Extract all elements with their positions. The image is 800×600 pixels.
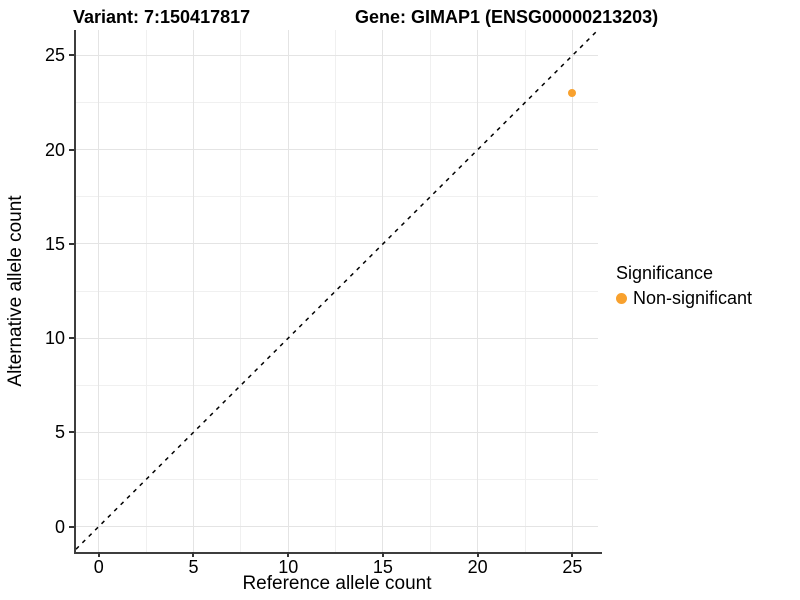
gridline-major-vertical [192,30,194,552]
y-tick-label: 25 [44,45,65,66]
y-tick-label: 15 [44,233,65,254]
gridline-major-horizontal [76,431,598,433]
gridline-major-vertical [571,30,573,552]
gridline-minor-horizontal [76,196,598,198]
gene-title: Gene: GIMAP1 (ENSG00000213203) [355,7,659,27]
y-tick-mark [69,525,74,528]
y-tick-label: 0 [54,516,65,537]
plot-panel [76,30,598,552]
gridline-major-horizontal [76,526,598,528]
x-tick-mark [287,552,290,557]
legend-item-label: Non-significant [633,288,753,308]
gridline-major-vertical [287,30,289,552]
x-tick-label: 10 [278,557,299,577]
identity-line [76,30,598,550]
gridline-major-horizontal [76,243,598,245]
x-tick-mark [192,552,195,557]
x-tick-label: 15 [372,557,393,577]
y-tick-mark [69,431,74,434]
y-tick-label: 20 [44,139,65,160]
y-tick-label: 10 [44,328,65,349]
legend-swatch-icon [616,292,627,304]
y-tick-label: 5 [54,422,65,443]
gridline-major-horizontal [76,337,598,339]
gridline-major-vertical [382,30,384,552]
legend: Significance Non-significant [616,262,752,309]
x-tick-label: 20 [467,557,488,577]
legend-item-non-significant: Non-significant [616,287,752,309]
y-tick-mark [69,242,74,245]
y-tick-mark [69,337,74,340]
gridline-minor-horizontal [76,102,598,104]
x-tick-label: 0 [93,557,104,577]
x-tick-mark [476,552,479,557]
y-axis-line [74,30,76,554]
gridline-major-horizontal [76,54,598,56]
gridline-major-vertical [477,30,479,552]
x-tick-mark [97,552,100,557]
gridline-major-horizontal [76,149,598,151]
data-point [568,89,577,98]
y-tick-mark [69,148,74,151]
variant-title: Variant: 7:150417817 [73,7,251,27]
gridline-major-vertical [98,30,100,552]
x-axis-line [74,552,602,554]
y-tick-mark [69,54,74,57]
y-axis-title: Alternative allele count [5,195,26,387]
x-tick-mark [381,552,384,557]
x-axis-title: Reference allele count [242,573,432,594]
x-tick-label: 25 [562,557,583,577]
x-tick-mark [571,552,574,557]
legend-title: Significance [616,263,714,283]
identity-line-layer [76,30,598,550]
gridline-minor-horizontal [76,290,598,292]
gridline-minor-horizontal [76,384,598,386]
x-tick-label: 5 [188,557,199,577]
gridline-minor-horizontal [76,478,598,480]
